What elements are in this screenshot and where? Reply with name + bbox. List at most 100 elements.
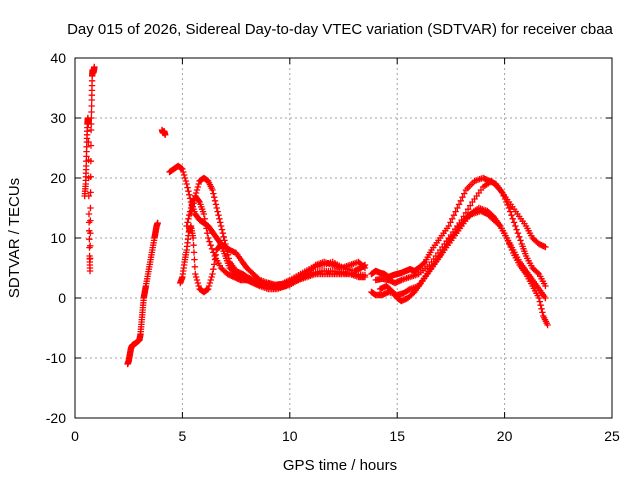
data-point (460, 213, 467, 220)
data-point (195, 180, 202, 188)
data-point (190, 249, 198, 256)
y-tick-label: 0 (58, 290, 66, 306)
series-cluster (158, 126, 169, 138)
data-point (452, 208, 459, 215)
data-point (509, 215, 516, 222)
data-point (461, 190, 468, 197)
x-tick-label: 5 (179, 428, 187, 444)
data-point (210, 261, 218, 268)
x-tick-label: 20 (497, 428, 513, 444)
data-point (211, 197, 219, 204)
data-point (513, 226, 520, 233)
data-point (495, 221, 503, 228)
data-point (186, 208, 194, 215)
data-point (508, 212, 515, 219)
data-point (221, 237, 228, 244)
data-point (195, 282, 202, 290)
data-point (454, 204, 461, 212)
series-pm-d (372, 177, 549, 287)
data-point (186, 212, 193, 219)
data-point (180, 171, 188, 179)
data-point (91, 63, 98, 71)
data-point (180, 168, 187, 176)
data-point (544, 321, 551, 329)
data-point (534, 269, 541, 276)
data-point (182, 177, 190, 185)
data-point (192, 270, 199, 278)
data-point (455, 201, 463, 208)
data-point (542, 294, 549, 302)
data-point (208, 245, 216, 252)
y-tick-label: -20 (46, 410, 66, 426)
y-tick-label: 30 (50, 110, 66, 126)
data-point (535, 294, 543, 302)
data-point (467, 202, 474, 209)
data-point (210, 249, 217, 256)
y-tick-label: -10 (46, 350, 66, 366)
data-point (162, 131, 169, 138)
data-point (181, 174, 189, 182)
data-point (450, 212, 458, 219)
data-point (190, 242, 197, 249)
data-point (194, 279, 202, 287)
data-point (191, 263, 199, 270)
data-point (214, 208, 221, 215)
data-point (201, 215, 208, 222)
series-arc-d (183, 192, 369, 290)
data-point (210, 266, 217, 273)
data-point (179, 165, 186, 173)
data-point (88, 114, 95, 122)
data-point (194, 183, 202, 191)
x-tick-label: 25 (604, 428, 620, 444)
data-point (405, 286, 412, 294)
data-point (458, 216, 465, 224)
data-point (445, 222, 452, 230)
data-point (457, 197, 464, 204)
data-point (207, 276, 214, 284)
data-point (506, 208, 514, 215)
data-point (539, 309, 546, 316)
data-point (204, 234, 212, 242)
data-point (219, 230, 226, 237)
data-point (447, 219, 454, 226)
data-point (210, 190, 217, 197)
data-point (88, 108, 95, 116)
data-points-layer (81, 63, 551, 368)
data-point (183, 180, 190, 188)
data-point (184, 184, 191, 191)
data-point (448, 215, 456, 222)
data-point (193, 186, 201, 194)
data-point (459, 194, 466, 201)
x-axis-label: GPS time / hours (283, 457, 397, 474)
series-morning-rise (124, 219, 161, 368)
data-point (517, 237, 524, 244)
data-point (220, 233, 227, 240)
data-point (212, 201, 220, 208)
data-point (87, 217, 94, 224)
data-point (85, 192, 93, 200)
data-point (510, 219, 518, 226)
data-point (208, 273, 215, 281)
data-point (203, 225, 210, 232)
data-point (189, 234, 197, 242)
data-point (505, 204, 513, 212)
data-point (420, 260, 428, 267)
data-point (542, 282, 549, 290)
y-tick-label: 10 (50, 230, 66, 246)
data-point (88, 120, 95, 128)
ticks-layer: 0 5 10 15 20 25 -20 -10 0 10 20 30 40 (46, 50, 620, 444)
data-point (88, 102, 95, 110)
data-point (538, 305, 545, 312)
data-point (218, 226, 226, 233)
data-point (462, 209, 470, 216)
data-point (215, 212, 222, 219)
data-point (536, 298, 544, 305)
data-point (216, 215, 223, 222)
series-early-spike (81, 63, 98, 275)
data-point (209, 186, 216, 194)
data-point (191, 256, 198, 263)
data-point (193, 276, 201, 284)
y-tick-label: 40 (50, 50, 66, 66)
data-point (223, 244, 230, 251)
